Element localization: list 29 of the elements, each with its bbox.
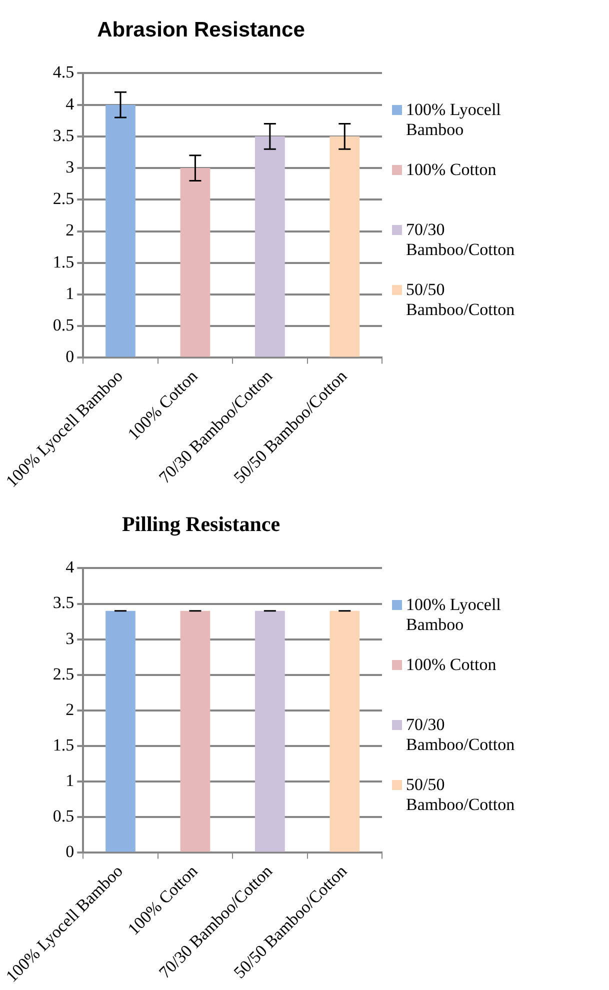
legend-label: 100% Lyocell Bamboo [406, 100, 502, 140]
y-tick-label: 1 [66, 284, 74, 303]
y-tick-label: 4.5 [52, 62, 74, 82]
y-tick-label: 3.5 [52, 593, 74, 612]
y-tick-label: 0.5 [52, 806, 74, 826]
legend-label: 100% Lyocell Bamboo [406, 595, 502, 635]
y-tick-label: 0.5 [52, 316, 74, 335]
chart-title: Abrasion Resistance [97, 18, 305, 42]
y-tick-label: 4 [66, 94, 75, 114]
legend-label: 50/50 Bamboo/Cotton [406, 280, 516, 320]
y-tick-label: 4 [66, 558, 75, 577]
y-tick-label: 1 [66, 771, 74, 790]
chart-title: Pilling Resistance [122, 512, 280, 536]
y-tick-label: 3.5 [52, 126, 74, 145]
y-tick-label: 2 [66, 700, 74, 719]
y-tick-label: 2.5 [52, 189, 74, 208]
y-tick-label: 0 [66, 842, 74, 862]
legend-label: 100% Cotton [406, 160, 498, 180]
y-tick-label: 3 [66, 158, 74, 177]
legend-label: 50/50 Bamboo/Cotton [406, 775, 516, 815]
y-tick-label: 2.5 [52, 664, 74, 684]
y-tick-label: 3 [66, 628, 74, 648]
y-tick-label: 1.5 [52, 736, 74, 755]
legend-label: 70/30 Bamboo/Cotton [406, 220, 516, 260]
legend-label: 100% Cotton [406, 655, 498, 675]
y-tick-label: 0 [66, 347, 74, 366]
y-tick-label: 1.5 [52, 252, 74, 272]
legend-label: 70/30 Bamboo/Cotton [406, 715, 516, 755]
y-tick-label: 2 [66, 220, 74, 240]
